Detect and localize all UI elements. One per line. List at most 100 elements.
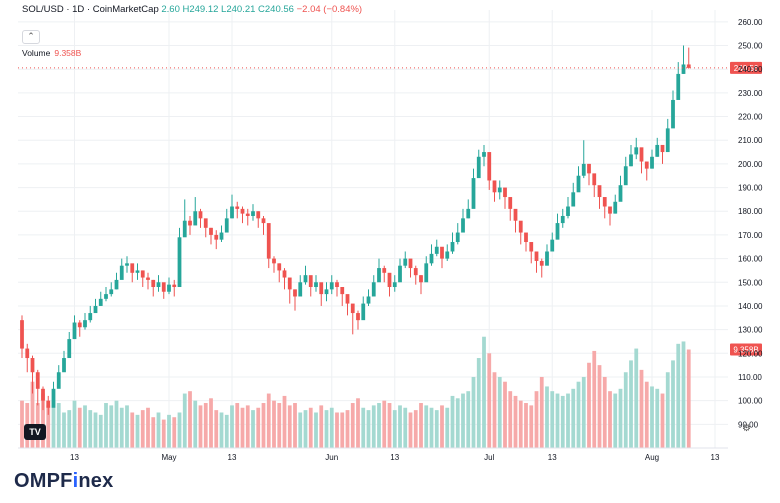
volume-bar	[67, 410, 72, 448]
candle-body	[392, 282, 397, 288]
candle-body	[461, 218, 465, 233]
candle-body	[282, 270, 287, 278]
candle-body	[287, 277, 292, 290]
volume-bar	[608, 391, 612, 448]
candle-body	[618, 185, 623, 202]
candle-body	[434, 246, 439, 254]
volume-bar	[576, 381, 581, 448]
candle-body	[56, 372, 61, 389]
volume-bar	[177, 412, 182, 448]
candle-body	[419, 275, 423, 283]
time-axis: 13May13Jun13Jul13Aug13Sep13	[18, 447, 728, 462]
volume-bar	[450, 395, 455, 448]
volume-bar	[56, 403, 61, 448]
candle-body	[492, 180, 497, 193]
volume-bar	[545, 386, 549, 448]
volume-badge-label: 9.358B	[733, 346, 758, 355]
volume-bar	[104, 403, 108, 448]
volume-bar	[119, 407, 124, 448]
candle-body	[592, 173, 597, 186]
candle-body	[676, 73, 681, 100]
candle-body	[209, 227, 213, 235]
volume-bar	[235, 403, 240, 448]
volume-bar	[219, 412, 224, 448]
volume-bar	[534, 391, 539, 448]
volume-bar	[156, 412, 161, 448]
y-tick-label: 120.00	[738, 349, 763, 358]
volume-bar	[277, 403, 282, 448]
volume-bar	[445, 407, 450, 448]
volume-bar	[62, 412, 66, 448]
volume-bar	[303, 410, 308, 448]
volume-bar	[408, 412, 413, 448]
candle-body	[224, 218, 229, 233]
candle-body	[93, 305, 98, 314]
candle-body	[571, 192, 576, 207]
volume-bar	[261, 403, 266, 448]
candle-body	[30, 358, 35, 373]
volume-bars	[20, 336, 691, 448]
candle-body	[450, 242, 455, 252]
candle-body	[319, 282, 324, 295]
volume-bar	[377, 403, 381, 448]
volume-bar	[224, 414, 229, 448]
y-tick-label: 260.00	[738, 18, 763, 27]
candle-body	[686, 64, 691, 68]
candle-body	[25, 348, 30, 359]
x-tick-label: 13	[711, 453, 720, 462]
volume-bar	[109, 405, 114, 448]
volume-value: 9.358B	[54, 48, 82, 58]
volume-bar	[172, 417, 177, 448]
volume-bar	[272, 400, 276, 448]
volume-bar	[140, 410, 145, 448]
x-tick-label: Jul	[484, 453, 494, 462]
settings-icon[interactable]: ⚙	[742, 423, 751, 434]
candle-body	[623, 166, 628, 186]
candle-body	[529, 242, 534, 252]
candle-body	[114, 279, 119, 290]
candle-body	[46, 400, 51, 408]
volume-bar	[487, 353, 492, 448]
last-price-badge	[730, 61, 762, 74]
volume-bar	[482, 336, 486, 448]
candle-body	[177, 237, 182, 288]
volume-bar	[130, 412, 135, 448]
x-tick-label: Aug	[645, 453, 659, 462]
candle-body	[35, 372, 40, 389]
volume-bar	[93, 412, 98, 448]
symbol-label: SOL/USD · 1D · CoinMarketCap	[22, 4, 159, 15]
candle-body	[156, 282, 161, 288]
candle-body	[566, 206, 570, 216]
volume-bar	[403, 407, 408, 448]
volume-bar	[266, 393, 271, 448]
y-tick-label: 240.00	[738, 65, 763, 74]
volume-badge	[730, 343, 762, 356]
candle-body	[203, 218, 208, 228]
volume-bar	[98, 414, 103, 448]
volume-bar	[660, 393, 665, 448]
candle-body	[681, 64, 686, 74]
candle-body	[471, 178, 476, 209]
volume-bar	[293, 403, 297, 448]
chevron-up-icon[interactable]: ⌃	[22, 30, 40, 44]
y-tick-label: 160.00	[738, 255, 763, 264]
candle-body	[98, 298, 103, 306]
candle-body	[88, 313, 93, 321]
volume-bar	[686, 349, 691, 448]
candle-body	[314, 282, 318, 288]
y-tick-label: 200.00	[738, 160, 763, 169]
candle-body	[655, 144, 660, 157]
volume-bar	[46, 405, 51, 448]
volume-bar	[214, 410, 219, 448]
candle-body	[251, 211, 255, 216]
volume-bar	[188, 391, 192, 448]
candle-body	[455, 232, 460, 243]
volume-bar	[72, 400, 77, 448]
candle-body	[125, 263, 129, 266]
candle-body	[524, 232, 528, 243]
y-tick-label: 140.00	[738, 302, 763, 311]
volume-bar	[30, 381, 35, 448]
candle-body	[629, 154, 633, 167]
volume-bar	[319, 405, 324, 448]
